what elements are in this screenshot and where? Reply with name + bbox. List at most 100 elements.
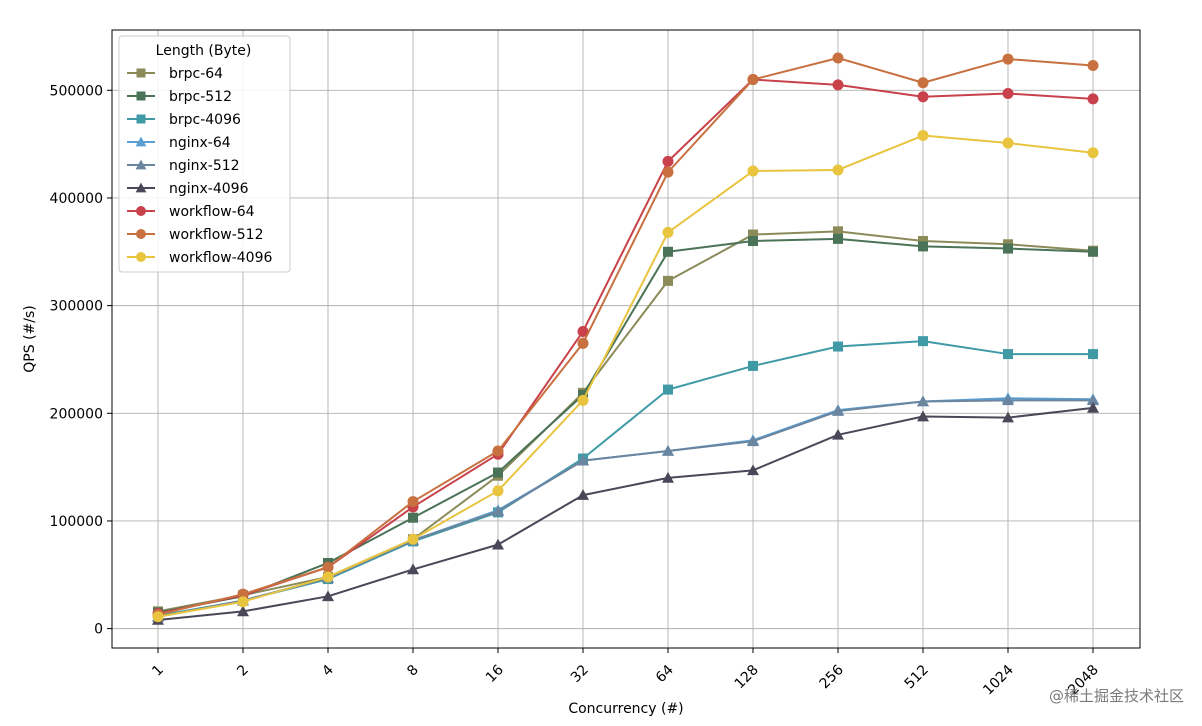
data-point: [662, 471, 674, 483]
x-tick-label: 256: [817, 662, 847, 692]
data-point: [1087, 147, 1099, 159]
plot-area: [111, 29, 1141, 649]
data-point: [917, 410, 929, 422]
series-layer: [152, 52, 1099, 625]
legend-item-nginx-64: nginx-64: [127, 135, 231, 151]
y-tick-label: 400000: [50, 191, 103, 207]
data-point: [1003, 349, 1013, 360]
legend-item-workflow-64: workflow-64: [127, 204, 255, 220]
legend-label: workflow-64: [169, 204, 255, 220]
data-point: [748, 229, 758, 240]
data-point: [663, 246, 673, 257]
y-tick-label: 500000: [50, 83, 103, 99]
data-point: [747, 464, 759, 476]
data-point: [1002, 137, 1014, 149]
data-point: [408, 512, 418, 523]
data-point: [747, 435, 759, 447]
legend: Length (Byte) brpc-64 brpc-512 brpc-4096 ngi…: [118, 35, 291, 273]
legend-swatch-marker: [135, 136, 147, 147]
legend-label: brpc-512: [169, 89, 232, 105]
series-nginx-4096: [152, 401, 1099, 625]
data-point: [1002, 411, 1014, 423]
x-tick-label: 1024: [980, 662, 1017, 699]
data-point: [577, 489, 589, 500]
data-point: [577, 337, 589, 349]
data-point: [152, 611, 164, 623]
data-point: [492, 538, 504, 550]
x-tick-label: 4: [319, 662, 337, 680]
data-point: [407, 496, 419, 508]
x-tick-label: 64: [653, 662, 677, 686]
axis-ticks: 1 2 4 8 16 32 64 128 256 512 1024 20480100000200000…: [50, 83, 1102, 698]
legend-label: brpc-64: [169, 66, 223, 82]
legend-item-workflow-4096: workflow-4096: [127, 250, 272, 266]
x-tick-label: 128: [732, 662, 762, 692]
data-point: [492, 485, 504, 497]
legend-item-brpc-512: brpc-512: [127, 89, 232, 105]
data-point: [1087, 401, 1099, 413]
data-point: [917, 91, 929, 103]
legend-item-brpc-4096: brpc-4096: [127, 112, 241, 128]
data-point: [492, 445, 504, 457]
data-point: [1087, 394, 1099, 406]
data-point: [663, 275, 673, 286]
series-line: [157, 237, 1094, 614]
series-brpc-512: [153, 233, 1098, 618]
data-point: [322, 571, 334, 583]
data-point: [1003, 243, 1013, 254]
legend-label: nginx-64: [169, 135, 231, 151]
data-point: [917, 130, 929, 142]
y-axis-label: QPS (#/s): [22, 305, 38, 372]
data-point: [832, 405, 844, 416]
data-point: [407, 563, 419, 575]
data-point: [1002, 53, 1014, 65]
data-point: [1002, 88, 1014, 100]
legend-label: workflow-512: [169, 227, 264, 243]
series-line: [157, 406, 1094, 622]
x-tick-label: 32: [568, 662, 592, 686]
legend-item-nginx-4096: nginx-4096: [127, 181, 249, 197]
data-point: [917, 395, 929, 407]
data-point: [493, 467, 503, 478]
x-tick-label: 16: [483, 662, 507, 686]
y-tick-label: 200000: [50, 406, 103, 422]
data-point: [322, 590, 334, 602]
legend-item-brpc-64: brpc-64: [127, 66, 223, 82]
data-point: [1087, 60, 1099, 72]
legend-swatch-marker: [136, 206, 146, 216]
data-point: [833, 233, 843, 244]
series-line: [157, 56, 1094, 616]
legend-swatch-marker: [136, 252, 146, 262]
data-point: [832, 52, 844, 64]
series-line: [157, 230, 1094, 613]
y-tick-label: 300000: [50, 299, 103, 315]
data-point: [237, 588, 249, 600]
series-brpc-64: [153, 226, 1098, 617]
data-point: [662, 226, 674, 238]
data-point: [662, 155, 674, 167]
data-point: [833, 341, 843, 352]
data-point: [748, 360, 758, 371]
watermark-text: @稀土掘金技术社区: [1048, 687, 1184, 705]
series-line: [157, 134, 1094, 618]
data-point: [237, 605, 249, 617]
data-point: [662, 444, 674, 456]
data-point: [918, 236, 928, 247]
data-point: [833, 226, 843, 237]
y-tick-label: 100000: [50, 514, 103, 530]
data-point: [1002, 394, 1014, 406]
legend-swatch-marker: [136, 91, 146, 101]
x-tick-label: 8: [404, 662, 422, 680]
data-point: [577, 454, 589, 466]
legend-label: brpc-4096: [169, 112, 241, 128]
data-point: [832, 428, 844, 440]
data-point: [832, 164, 844, 176]
legend-label: nginx-4096: [169, 181, 249, 197]
legend-label: workflow-4096: [169, 250, 272, 266]
legend-item-nginx-512: nginx-512: [127, 158, 240, 174]
data-point: [577, 394, 589, 406]
data-point: [577, 325, 589, 337]
legend-swatch-marker: [136, 229, 146, 239]
legend-item-workflow-512: workflow-512: [127, 227, 264, 243]
